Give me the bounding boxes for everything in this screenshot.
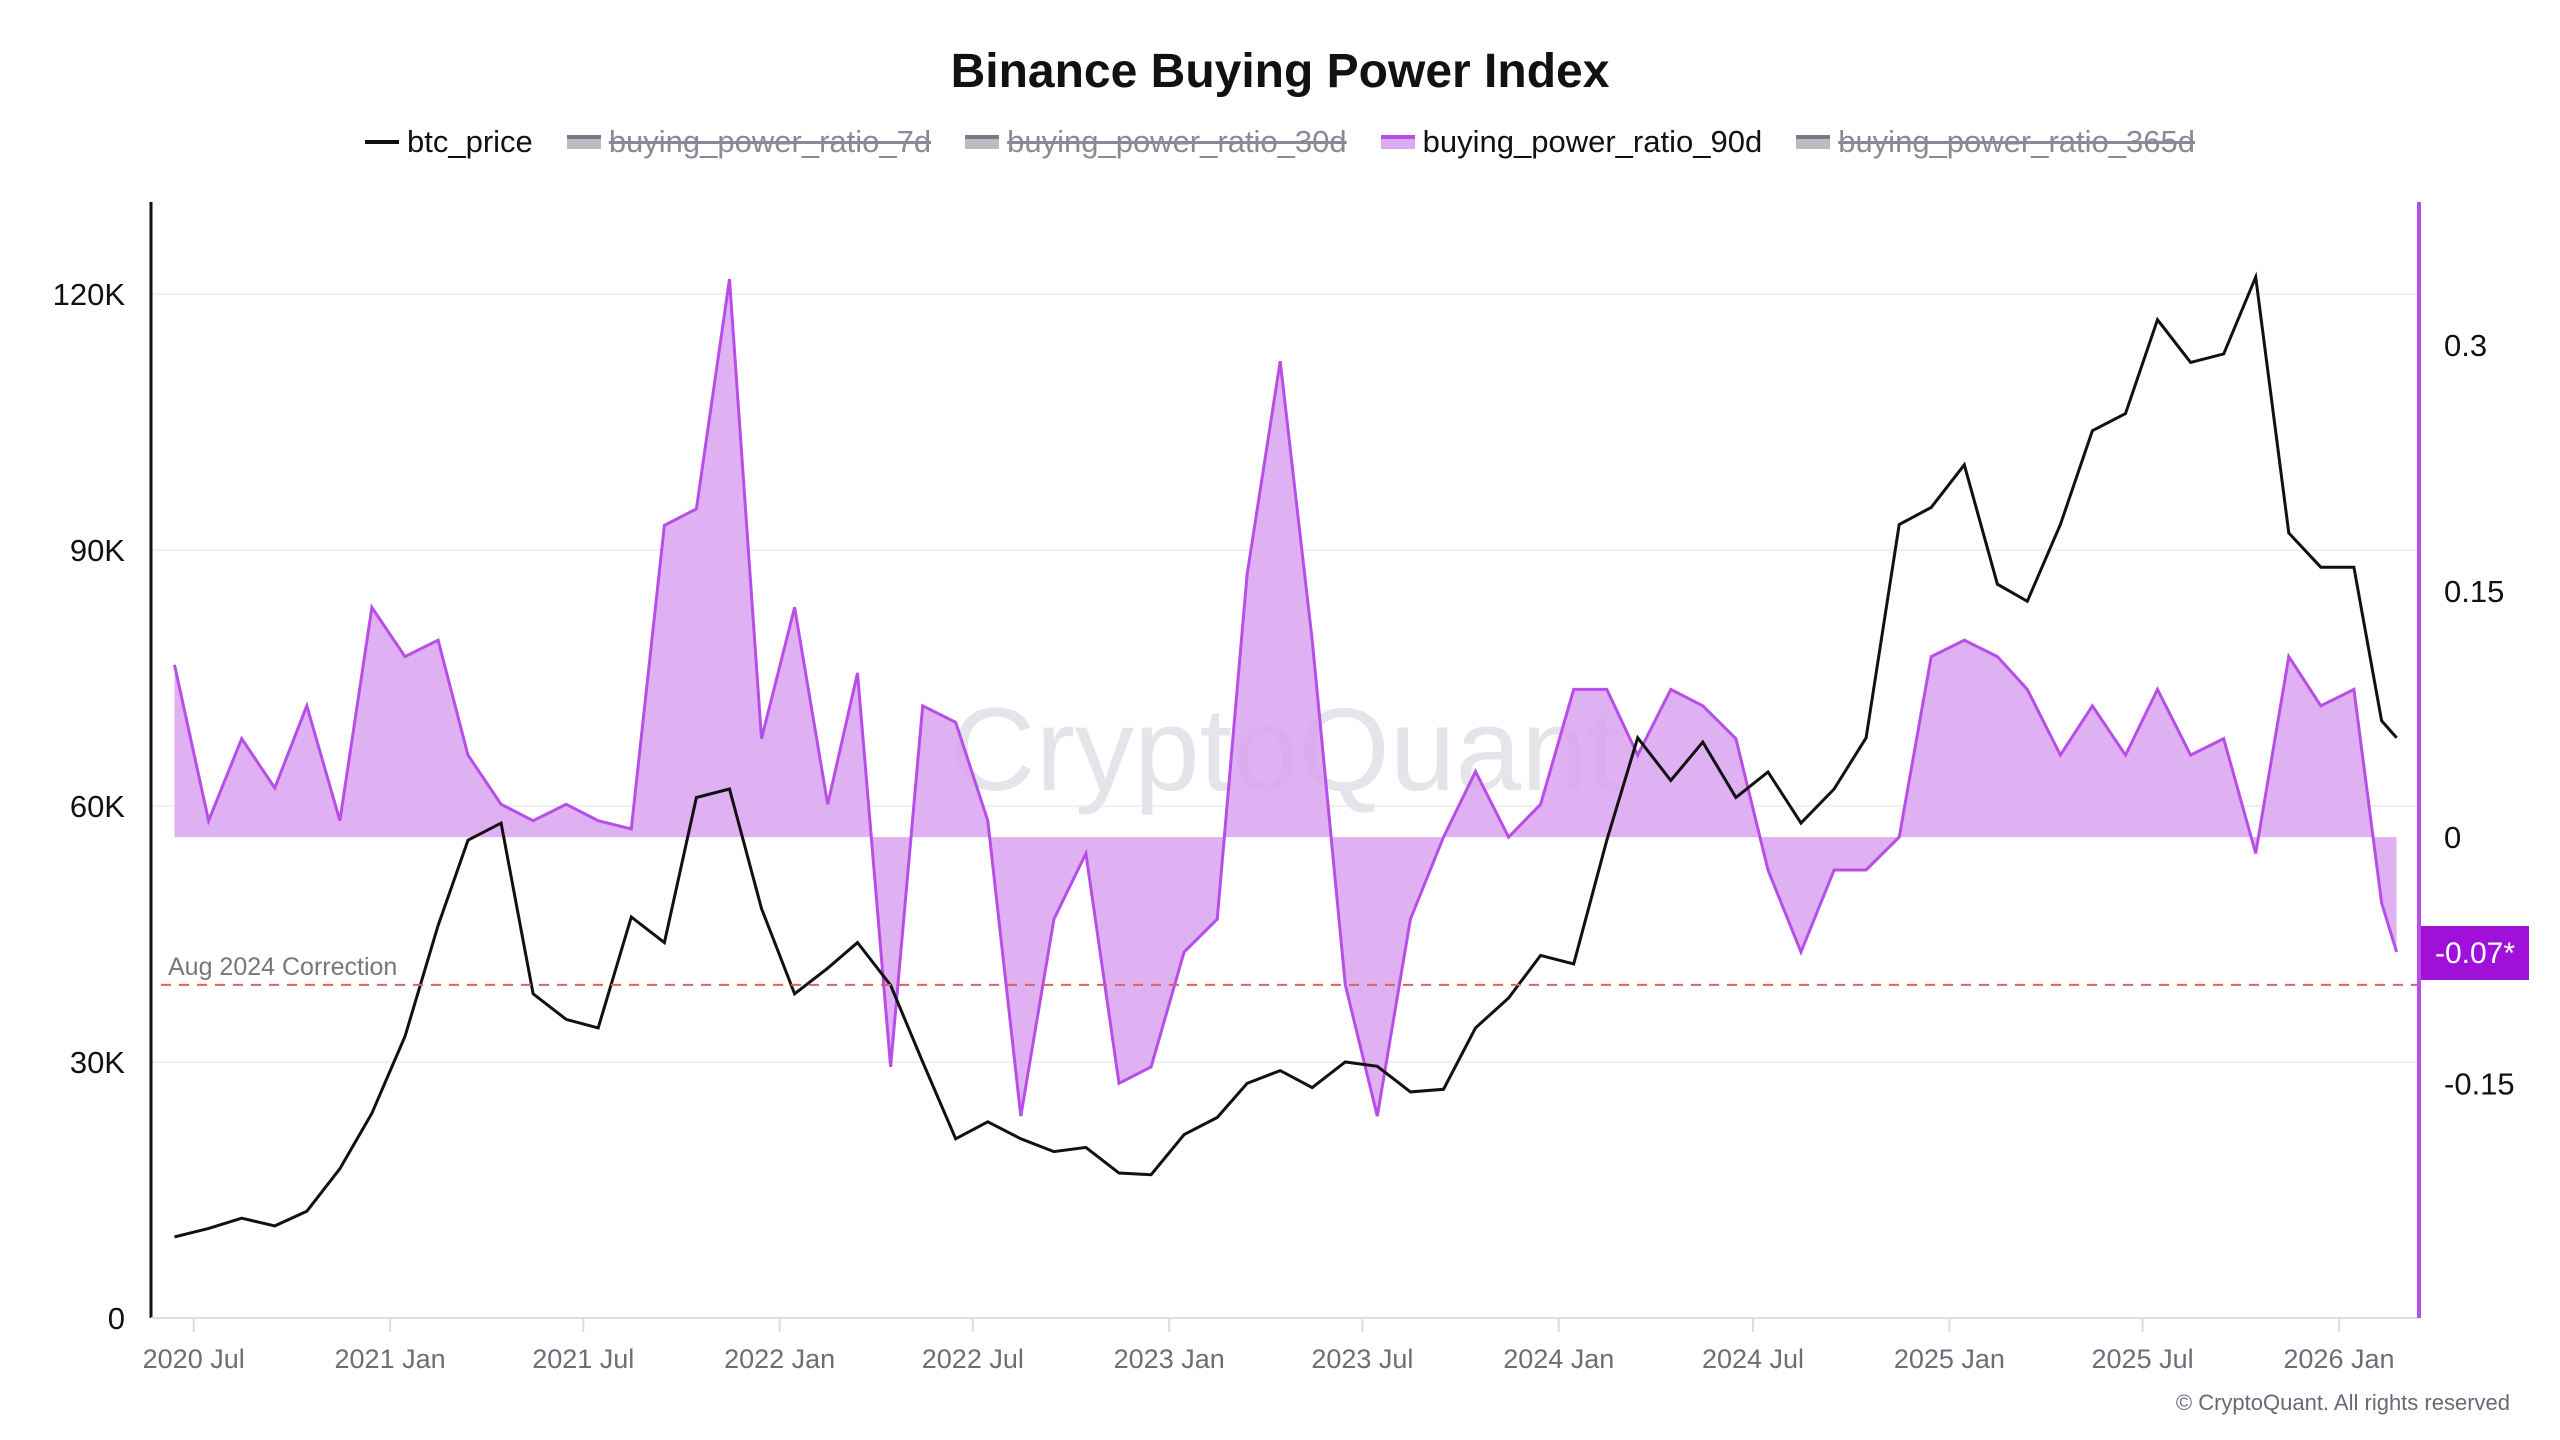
legend: btc_price buying_power_ratio_7d buying_pow… (0, 124, 2560, 160)
y-left-tick-label: 0 (108, 1301, 125, 1336)
current-value-badge (2421, 926, 2529, 981)
x-tick-label: 2025 Jan (1894, 1344, 2005, 1374)
legend-swatch (1796, 135, 1831, 149)
y-right-tick-label: -0.15 (2444, 1066, 2515, 1101)
x-tick-label: 2020 Jul (143, 1344, 245, 1374)
x-tick-label: 2024 Jul (1702, 1344, 1804, 1374)
legend-item-btc-price[interactable]: btc_price (365, 124, 533, 160)
x-tick-label: 2025 Jul (2092, 1344, 2194, 1374)
chart-title: Binance Buying Power Index (950, 45, 1610, 98)
legend-swatch (965, 135, 1000, 149)
legend-label: btc_price (407, 124, 533, 159)
y-left-tick-label: 30K (70, 1045, 125, 1080)
y-right-tick-label: 0.15 (2444, 574, 2504, 609)
legend-item-buying-power-ratio-365d[interactable]: buying_power_ratio_365d (1796, 124, 2195, 160)
legend-item-buying-power-ratio-30d[interactable]: buying_power_ratio_30d (965, 124, 1347, 160)
x-tick-label: 2023 Jul (1311, 1344, 1413, 1374)
y-left-tick-label: 60K (70, 789, 125, 824)
y-right-tick-label: 0 (2444, 820, 2461, 855)
legend-label: buying_power_ratio_30d (1007, 124, 1347, 159)
x-tick-label: 2024 Jan (1503, 1344, 1614, 1374)
legend-label: buying_power_ratio_365d (1838, 124, 2195, 159)
btc-price-line (174, 271, 2398, 1239)
copyright: © CryptoQuant. All rights reserved (2175, 1390, 2510, 1415)
x-tick-label: 2021 Jul (532, 1344, 634, 1374)
legend-swatch (566, 135, 601, 149)
ratio-90d-area (174, 279, 2397, 1117)
legend-label: buying_power_ratio_90d (1422, 124, 1763, 159)
legend-swatch (1380, 135, 1415, 149)
legend-swatch (365, 140, 400, 144)
legend-item-buying-power-ratio-7d[interactable]: buying_power_ratio_7d (566, 124, 932, 160)
correction-label: Aug 2024 Correction (168, 953, 397, 981)
x-tick-label: 2022 Jul (922, 1344, 1024, 1374)
legend-item-buying-power-ratio-90d[interactable]: buying_power_ratio_90d (1380, 124, 1763, 160)
legend-label: buying_power_ratio_7d (608, 124, 932, 159)
y-right-tick-label: 0.3 (2444, 328, 2487, 363)
ratio-90d-line (173, 278, 2399, 1117)
current-value-label: -0.07* (2435, 937, 2515, 970)
x-tick-label: 2026 Jan (2283, 1344, 2394, 1374)
y-left-tick-label: 90K (70, 533, 125, 568)
x-tick-label: 2022 Jan (724, 1344, 835, 1374)
x-tick-label: 2021 Jan (335, 1344, 446, 1374)
x-tick-label: 2023 Jan (1114, 1344, 1225, 1374)
y-left-tick-label: 120K (53, 277, 126, 312)
